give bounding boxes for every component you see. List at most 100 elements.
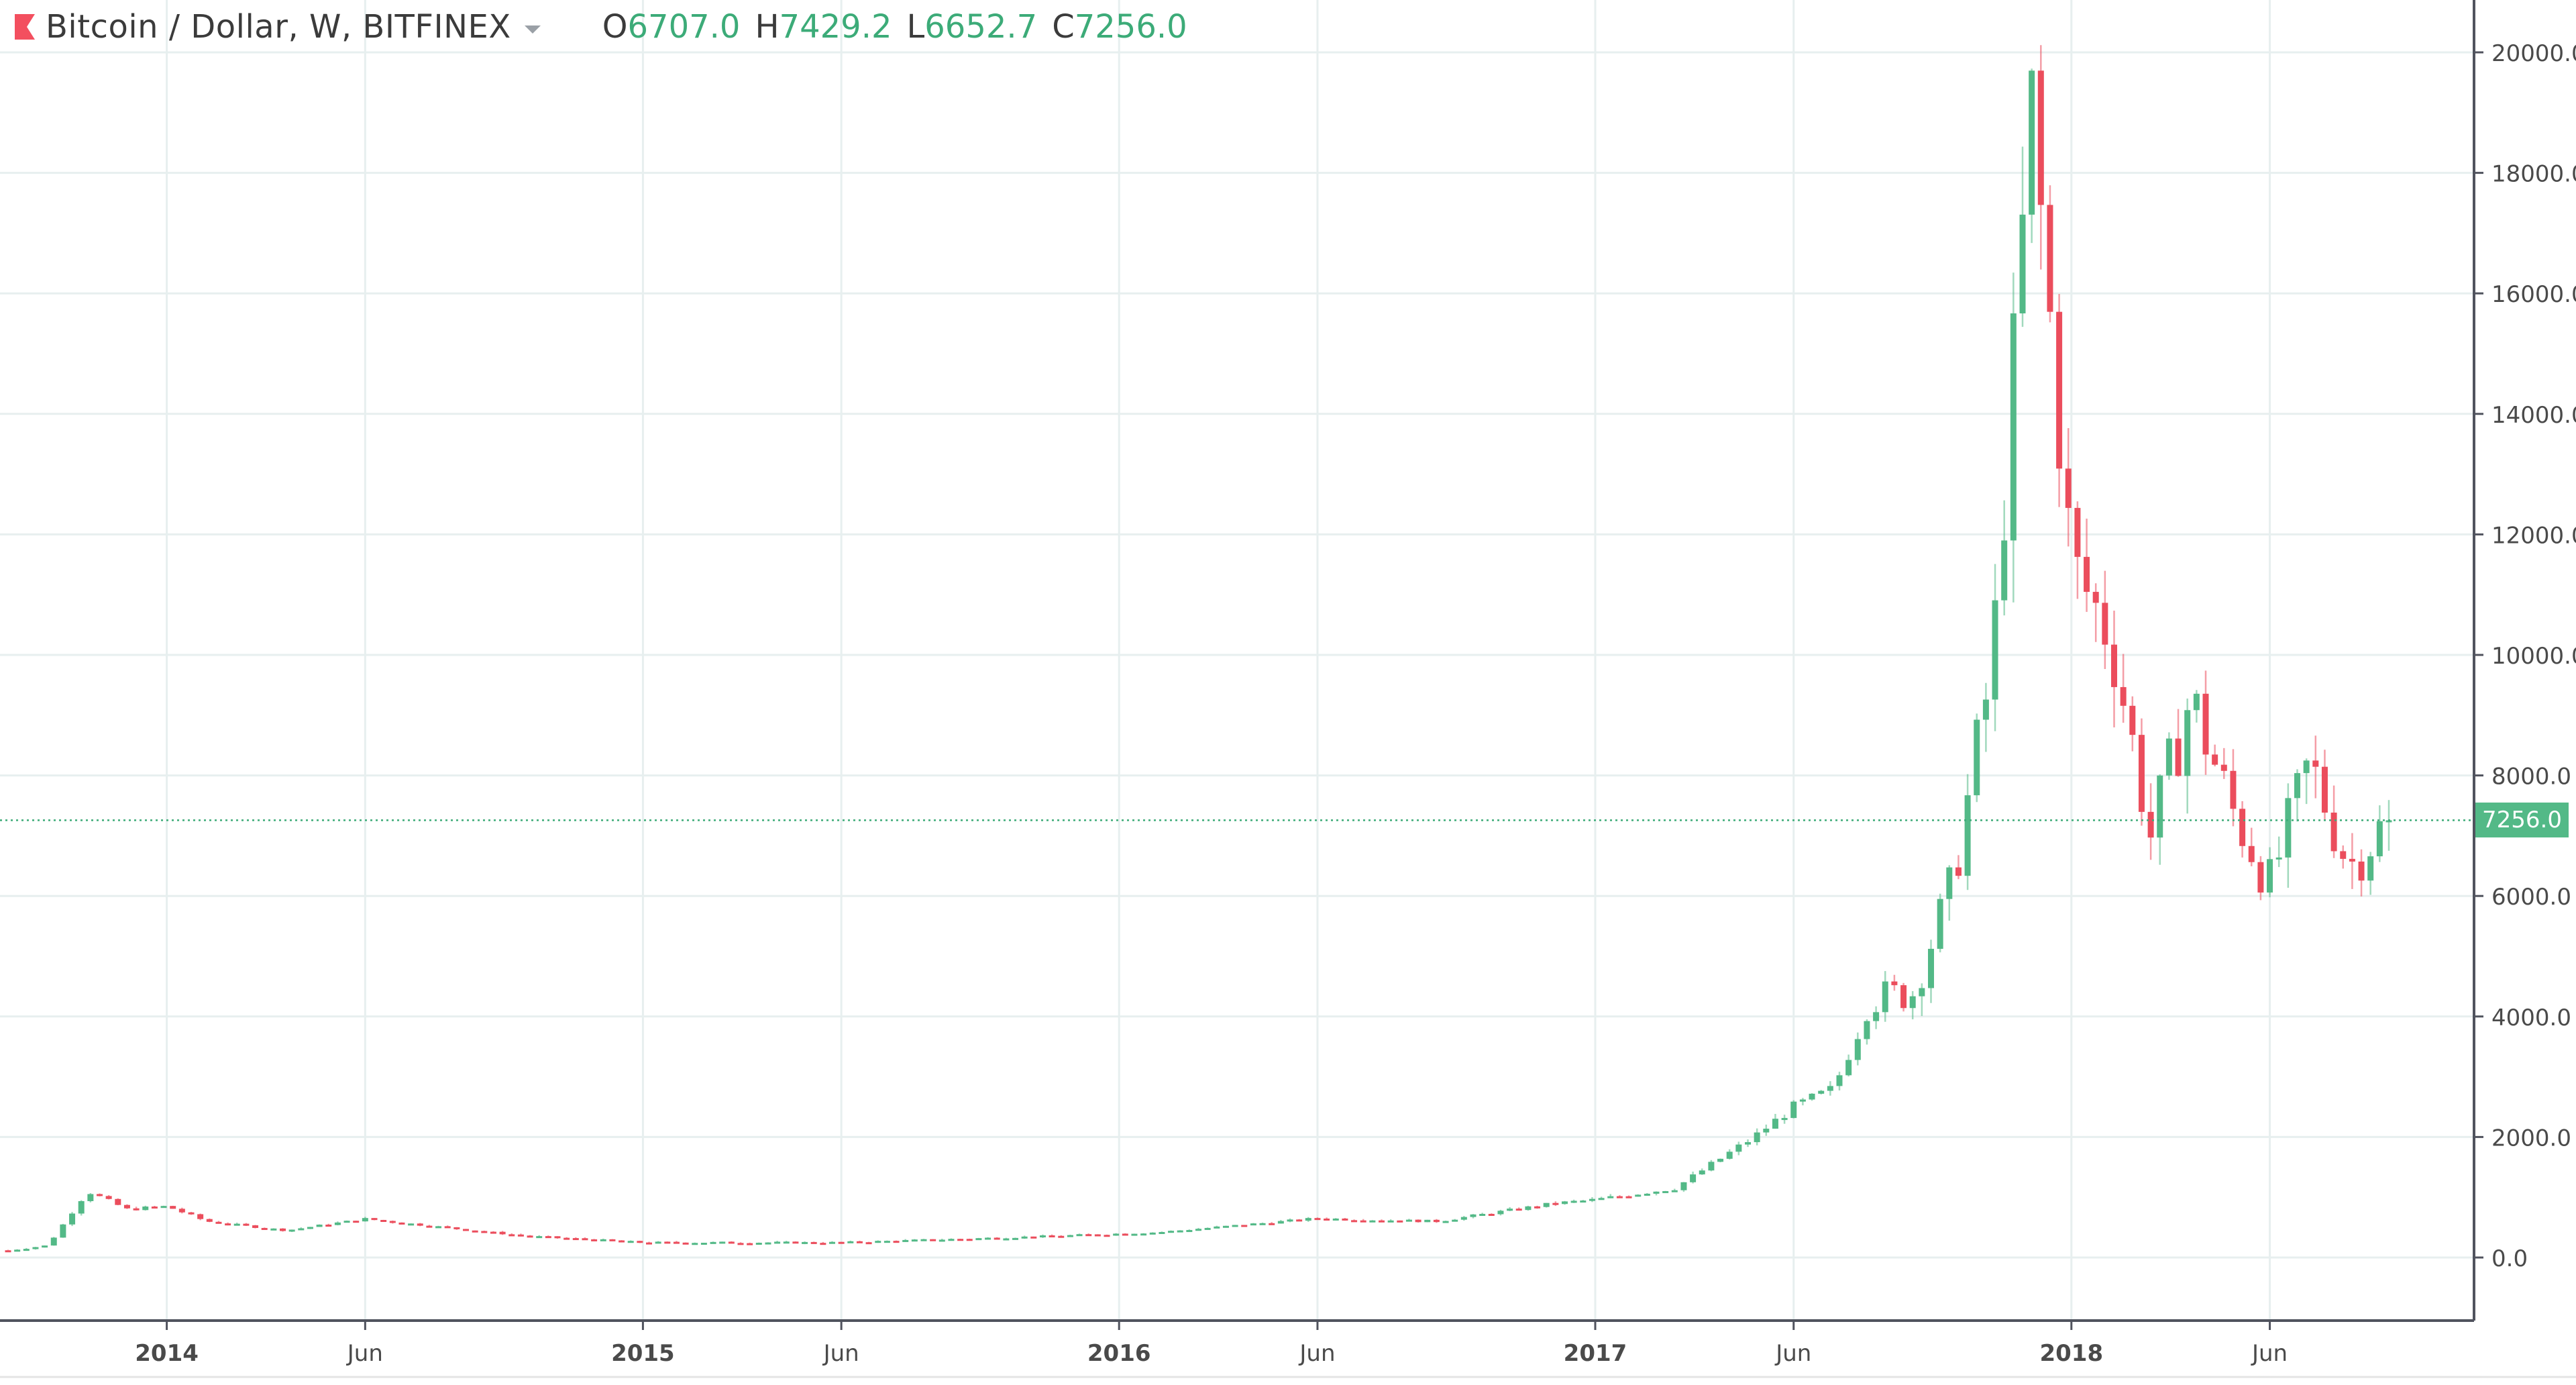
- candle-down: [389, 1221, 396, 1223]
- candle-down: [1085, 1234, 1092, 1237]
- chevron-down-icon[interactable]: [524, 25, 541, 34]
- candle-down: [417, 1223, 423, 1226]
- candle-up: [1671, 1190, 1678, 1192]
- candle-down: [123, 1204, 130, 1209]
- candle-up: [700, 1243, 707, 1245]
- candle-up: [1507, 1209, 1513, 1211]
- candle-down: [792, 1241, 799, 1244]
- candle-up: [1589, 1198, 1595, 1201]
- candles: [5, 45, 2392, 1253]
- candle-up: [307, 1227, 313, 1229]
- candle-down: [527, 1235, 533, 1238]
- y-tick-label: 6000.0: [2491, 884, 2571, 911]
- candle-up: [2285, 798, 2292, 858]
- candle-up: [2001, 540, 2008, 601]
- current-price-label: 7256.0: [2475, 803, 2569, 838]
- candle-down: [1515, 1209, 1522, 1211]
- candle-down: [353, 1221, 360, 1223]
- candle-down: [170, 1206, 176, 1209]
- candle-up: [1332, 1218, 1339, 1221]
- candle-up: [1864, 1021, 1870, 1039]
- candle-down: [856, 1241, 863, 1243]
- candle-up: [2267, 859, 2273, 893]
- x-tick-label: 2017: [1564, 1340, 1627, 1367]
- y-tick-label: 4000.0: [2491, 1005, 2571, 1031]
- candle-down: [2092, 592, 2099, 603]
- candle-up: [1460, 1217, 1467, 1220]
- candle-down: [1058, 1235, 1065, 1238]
- candle-down: [490, 1231, 496, 1234]
- candle-down: [609, 1239, 616, 1241]
- candle-up: [69, 1213, 76, 1225]
- candle-up: [1214, 1226, 1220, 1229]
- candle-down: [1314, 1218, 1321, 1221]
- candle-down: [1351, 1220, 1358, 1223]
- x-tick-label: 2014: [135, 1340, 199, 1367]
- x-tick-label: 2016: [1087, 1340, 1151, 1367]
- candle-up: [1790, 1101, 1797, 1119]
- candle-down: [2220, 764, 2227, 771]
- candle-down: [865, 1242, 872, 1245]
- candle-down: [1955, 867, 1962, 876]
- candle-down: [398, 1222, 405, 1225]
- candle-down: [2202, 693, 2209, 755]
- candle-up: [1497, 1211, 1504, 1215]
- candle-up: [233, 1223, 240, 1226]
- candle-up: [2294, 773, 2300, 799]
- candle-down: [619, 1240, 625, 1243]
- candle-down: [115, 1198, 121, 1205]
- candle-down: [2349, 858, 2355, 862]
- candle-down: [2239, 809, 2246, 846]
- candle-up: [42, 1245, 48, 1248]
- candle-up: [1662, 1191, 1669, 1194]
- candle-up: [1140, 1233, 1147, 1236]
- candle-up: [435, 1226, 442, 1229]
- candle-up: [1735, 1144, 1742, 1152]
- candle-up: [1699, 1170, 1705, 1175]
- candle-up: [2184, 710, 2191, 776]
- candle-up: [1873, 1012, 1880, 1021]
- candle-up: [1452, 1219, 1458, 1222]
- candle-up: [1232, 1225, 1238, 1227]
- candle-up: [1781, 1118, 1788, 1121]
- candle-up: [1039, 1235, 1046, 1237]
- candle-up: [160, 1206, 167, 1209]
- y-tick-label: 2000.0: [2491, 1125, 2571, 1151]
- candle-down: [820, 1243, 826, 1245]
- candle-down: [582, 1238, 588, 1241]
- candle-down: [261, 1227, 268, 1230]
- candle-down: [178, 1209, 185, 1213]
- candle-down: [1433, 1219, 1440, 1223]
- candle-down: [1241, 1225, 1248, 1227]
- candle-up: [1369, 1220, 1376, 1223]
- candle-up: [1479, 1213, 1486, 1216]
- candle-up: [847, 1241, 854, 1243]
- candle-up: [975, 1238, 982, 1241]
- candle-down: [2102, 603, 2108, 645]
- candle-up: [1250, 1223, 1256, 1226]
- candle-up: [1222, 1225, 1229, 1228]
- candle-down: [747, 1243, 753, 1245]
- candle-down: [517, 1234, 524, 1237]
- candle-down: [572, 1238, 579, 1241]
- candle-up: [270, 1228, 277, 1231]
- candle-down: [463, 1229, 469, 1231]
- low-value: 6652.7: [924, 8, 1038, 46]
- candle-down: [1616, 1196, 1623, 1198]
- candle-up: [1277, 1221, 1284, 1224]
- candle-down: [97, 1194, 103, 1196]
- x-tick-label: Jun: [346, 1340, 383, 1367]
- candle-down: [2257, 862, 2264, 893]
- candle-down: [2340, 851, 2347, 859]
- candle-up: [710, 1241, 716, 1244]
- candle-down: [1360, 1220, 1366, 1223]
- candle-down: [2111, 644, 2117, 687]
- candle-up: [1012, 1237, 1018, 1240]
- candle-up: [1470, 1214, 1477, 1217]
- candle-up: [316, 1225, 323, 1227]
- candle-up: [1928, 948, 1934, 988]
- candle-down: [1534, 1206, 1541, 1209]
